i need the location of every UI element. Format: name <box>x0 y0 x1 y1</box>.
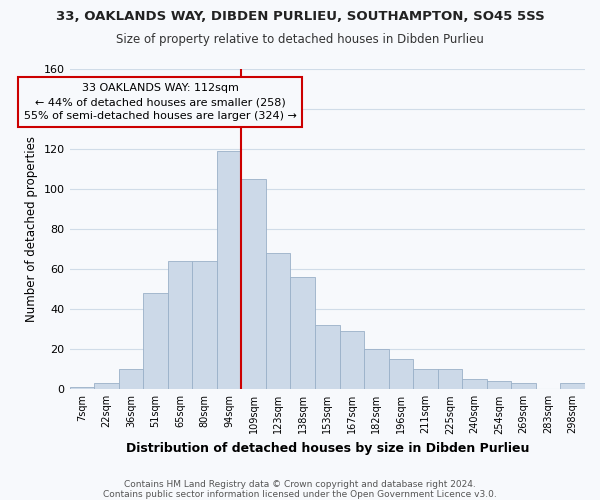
Text: 33 OAKLANDS WAY: 112sqm
← 44% of detached houses are smaller (258)
55% of semi-d: 33 OAKLANDS WAY: 112sqm ← 44% of detache… <box>24 83 297 121</box>
Bar <box>70 388 94 390</box>
Bar <box>241 179 266 390</box>
Text: Contains public sector information licensed under the Open Government Licence v3: Contains public sector information licen… <box>103 490 497 499</box>
Bar <box>119 370 143 390</box>
Bar <box>217 151 241 390</box>
Bar <box>511 384 536 390</box>
Y-axis label: Number of detached properties: Number of detached properties <box>25 136 38 322</box>
Bar <box>438 370 462 390</box>
X-axis label: Distribution of detached houses by size in Dibden Purlieu: Distribution of detached houses by size … <box>125 442 529 455</box>
Bar <box>266 253 290 390</box>
Bar <box>315 325 340 390</box>
Bar <box>389 360 413 390</box>
Bar <box>413 370 438 390</box>
Bar <box>462 380 487 390</box>
Bar <box>560 384 585 390</box>
Bar <box>364 350 389 390</box>
Bar <box>167 261 192 390</box>
Text: 33, OAKLANDS WAY, DIBDEN PURLIEU, SOUTHAMPTON, SO45 5SS: 33, OAKLANDS WAY, DIBDEN PURLIEU, SOUTHA… <box>56 10 544 23</box>
Bar <box>94 384 119 390</box>
Bar <box>143 293 167 390</box>
Bar <box>487 382 511 390</box>
Text: Size of property relative to detached houses in Dibden Purlieu: Size of property relative to detached ho… <box>116 32 484 46</box>
Text: Contains HM Land Registry data © Crown copyright and database right 2024.: Contains HM Land Registry data © Crown c… <box>124 480 476 489</box>
Bar <box>192 261 217 390</box>
Bar <box>340 332 364 390</box>
Bar <box>290 277 315 390</box>
